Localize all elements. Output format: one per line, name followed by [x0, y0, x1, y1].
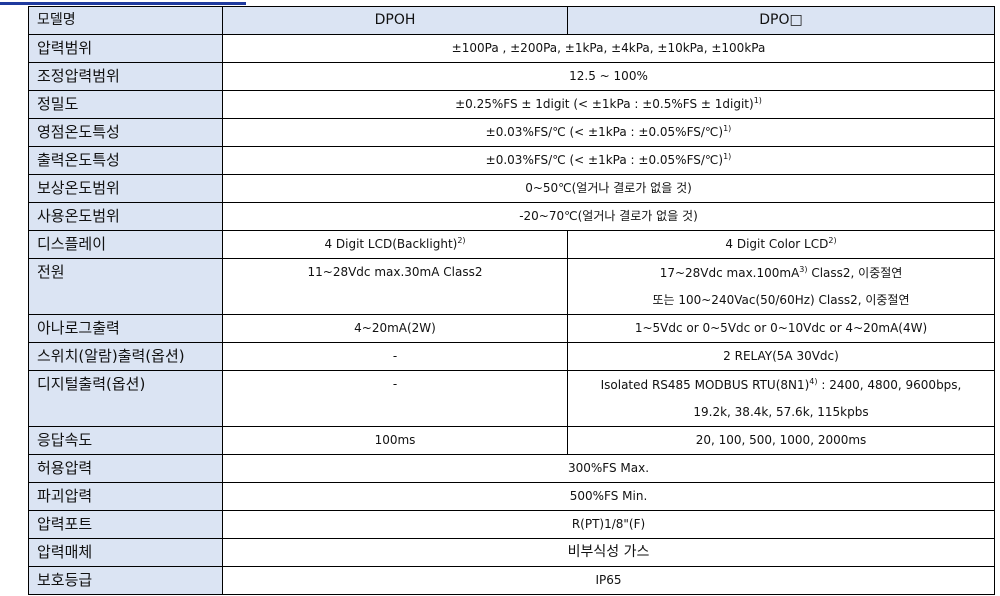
table-row: 파괴압력 500%FS Min. — [28, 482, 995, 511]
value-text: ±0.03%FS/℃ (< ±1kPa : ±0.05%FS/℃) — [485, 125, 724, 139]
footnote: 2) — [828, 236, 837, 245]
table-row: 압력범위 ±100Pa , ±200Pa, ±1kPa, ±4kPa, ±10kP… — [28, 34, 995, 63]
row-value: 500%FS Min. — [222, 482, 995, 511]
dpoh-value: 11~28Vdc max.30mA Class2 — [222, 258, 568, 315]
dpo-value: 1~5Vdc or 0~5Vdc or 0~10Vdc or 4~20mA(4W… — [567, 314, 995, 343]
table-row: 보호등급 IP65 — [28, 566, 995, 595]
row-label: 스위치(알람)출력(옵션) — [28, 342, 223, 371]
value-text: 4 Digit Color LCD — [725, 237, 829, 251]
dpo-value: 2 RELAY(5A 30Vdc) — [567, 342, 995, 371]
table-row: 응답속도 100ms 20, 100, 500, 1000, 2000ms — [28, 426, 995, 455]
dpoh-value: 100ms — [222, 426, 568, 455]
row-label: 출력온도특성 — [28, 146, 223, 175]
footnote: 3) — [799, 264, 808, 274]
model-dpoh: DPOH — [222, 6, 568, 35]
table-row: 아나로그출력 4~20mA(2W) 1~5Vdc or 0~5Vdc or 0~10… — [28, 314, 995, 343]
dpo-value: 20, 100, 500, 1000, 2000ms — [567, 426, 995, 455]
spec-table: 모델명 DPOH DPO□ 압력범위 ±100Pa , ±200Pa, ±1kPa… — [28, 6, 995, 595]
table-row: 압력매체 비부식성 가스 — [28, 538, 995, 567]
header-label: 모델명 — [28, 6, 223, 35]
value-text: : 2400, 4800, 9600bps, — [817, 377, 962, 392]
row-value: -20~70℃(얼거나 결로가 없을 것) — [222, 202, 995, 231]
row-label: 조정압력범위 — [28, 62, 223, 91]
row-label: 사용온도범위 — [28, 202, 223, 231]
footnote: 2) — [457, 236, 466, 245]
row-value: ±0.03%FS/℃ (< ±1kPa : ±0.05%FS/℃)1) — [222, 146, 995, 175]
row-value: IP65 — [222, 566, 995, 595]
table-row: 영점온도특성 ±0.03%FS/℃ (< ±1kPa : ±0.05%FS/℃)1… — [28, 118, 995, 147]
row-value: 비부식성 가스 — [222, 538, 995, 567]
row-label: 보상온도범위 — [28, 174, 223, 203]
row-value: ±0.25%FS ± 1digit (< ±1kPa : ±0.5%FS ± 1… — [222, 90, 995, 119]
row-label: 압력범위 — [28, 34, 223, 63]
row-label: 디스플레이 — [28, 230, 223, 259]
table-row: 허용압력 300%FS Max. — [28, 454, 995, 483]
table-row: 전원 11~28Vdc max.30mA Class2 17~28Vdc max… — [28, 258, 995, 315]
value-text: Class2, 이중절연 — [807, 265, 903, 280]
value-text: Isolated RS485 MODBUS RTU(8N1) — [600, 377, 810, 392]
value-text: 4 Digit LCD(Backlight) — [324, 237, 458, 251]
row-label: 아나로그출력 — [28, 314, 223, 343]
dpoh-value: 4~20mA(2W) — [222, 314, 568, 343]
table-row: 디스플레이 4 Digit LCD(Backlight)2) 4 Digit C… — [28, 230, 995, 259]
row-label: 압력매체 — [28, 538, 223, 567]
value-text: 17~28Vdc max.100mA — [659, 265, 800, 280]
row-value: R(PT)1/8"(F) — [222, 510, 995, 539]
row-label: 보호등급 — [28, 566, 223, 595]
row-label: 전원 — [28, 258, 223, 315]
dpo-value: 4 Digit Color LCD2) — [567, 230, 995, 259]
value-text: ±0.25%FS ± 1digit (< ±1kPa : ±0.5%FS ± 1… — [455, 97, 754, 111]
row-label: 응답속도 — [28, 426, 223, 455]
value-text: 19.2k, 38.4k, 57.6k, 115kpbs — [693, 404, 869, 419]
row-value: ±0.03%FS/℃ (< ±1kPa : ±0.05%FS/℃)1) — [222, 118, 995, 147]
row-label: 영점온도특성 — [28, 118, 223, 147]
dpoh-value: - — [222, 370, 568, 427]
value-text: 또는 100~240Vac(50/60Hz) Class2, 이중절연 — [652, 292, 910, 307]
table-row: 보상온도범위 0~50℃(얼거나 결로가 없을 것) — [28, 174, 995, 203]
row-value: 300%FS Max. — [222, 454, 995, 483]
model-dpo: DPO□ — [567, 6, 995, 35]
header-underline — [0, 2, 246, 5]
footnote: 4) — [809, 376, 818, 386]
dpoh-value: 4 Digit LCD(Backlight)2) — [222, 230, 568, 259]
dpoh-value: - — [222, 342, 568, 371]
table-row: 압력포트 R(PT)1/8"(F) — [28, 510, 995, 539]
footnote: 1) — [723, 124, 732, 133]
header-row: 모델명 DPOH DPO□ — [28, 6, 995, 35]
row-label: 파괴압력 — [28, 482, 223, 511]
table-row: 디지털출력(옵션) - Isolated RS485 MODBUS RTU(8N… — [28, 370, 995, 427]
footnote: 1) — [753, 96, 762, 105]
row-label: 디지털출력(옵션) — [28, 370, 223, 427]
row-value: ±100Pa , ±200Pa, ±1kPa, ±4kPa, ±10kPa, ±… — [222, 34, 995, 63]
row-label: 허용압력 — [28, 454, 223, 483]
row-label: 압력포트 — [28, 510, 223, 539]
footnote: 1) — [723, 152, 732, 161]
table-row: 출력온도특성 ±0.03%FS/℃ (< ±1kPa : ±0.05%FS/℃)1… — [28, 146, 995, 175]
value-text: ±0.03%FS/℃ (< ±1kPa : ±0.05%FS/℃) — [485, 153, 724, 167]
row-value: 12.5 ~ 100% — [222, 62, 995, 91]
table-row: 정밀도 ±0.25%FS ± 1digit (< ±1kPa : ±0.5%FS … — [28, 90, 995, 119]
row-label: 정밀도 — [28, 90, 223, 119]
dpo-value: Isolated RS485 MODBUS RTU(8N1)4) : 2400,… — [567, 370, 995, 427]
table-row: 스위치(알람)출력(옵션) -2 RELAY(5A 30Vdc) — [28, 342, 995, 371]
table-row: 사용온도범위 -20~70℃(얼거나 결로가 없을 것) — [28, 202, 995, 231]
row-value: 0~50℃(얼거나 결로가 없을 것) — [222, 174, 995, 203]
table-row: 조정압력범위 12.5 ~ 100% — [28, 62, 995, 91]
